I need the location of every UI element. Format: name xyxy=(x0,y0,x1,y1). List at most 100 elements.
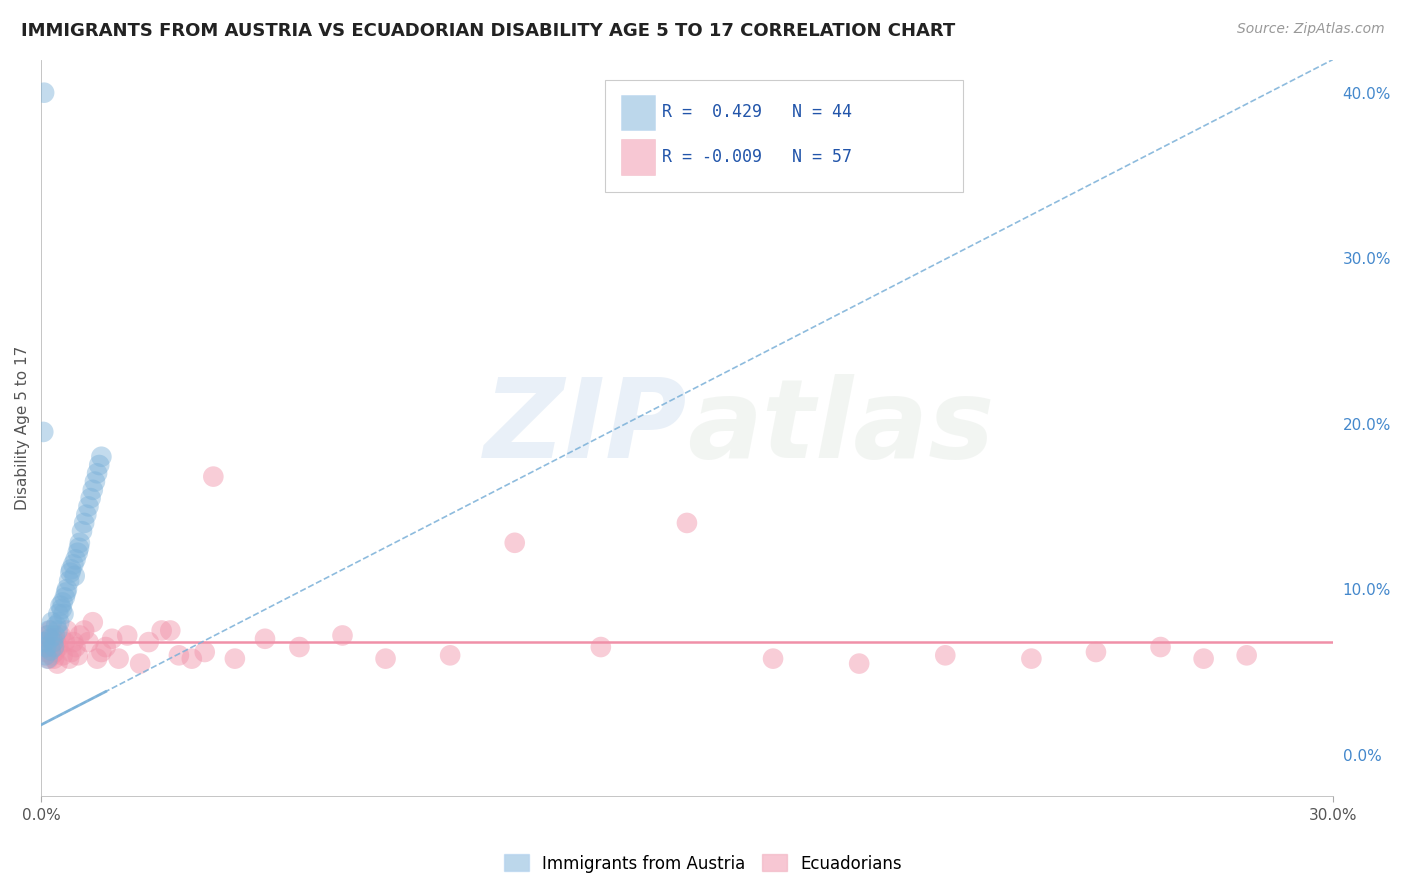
Point xyxy=(42,632,65,646)
Point xyxy=(253,632,276,646)
Point xyxy=(194,645,217,659)
Point xyxy=(32,425,55,439)
Point xyxy=(52,595,75,609)
Point xyxy=(62,635,84,649)
Point xyxy=(59,566,82,580)
Point xyxy=(42,640,65,654)
Point xyxy=(41,615,63,630)
Point xyxy=(42,651,65,665)
Point xyxy=(848,657,870,671)
Legend: Immigrants from Austria, Ecuadorians: Immigrants from Austria, Ecuadorians xyxy=(498,847,908,880)
Point xyxy=(58,574,80,588)
Point xyxy=(77,635,100,649)
Point xyxy=(89,458,111,472)
Point xyxy=(90,645,112,659)
Point xyxy=(67,541,90,555)
Point xyxy=(53,635,76,649)
Point xyxy=(77,500,100,514)
Point xyxy=(39,643,62,657)
Point xyxy=(288,640,311,654)
Point xyxy=(32,86,55,100)
Point xyxy=(35,640,58,654)
Point xyxy=(159,624,181,638)
Point xyxy=(1021,651,1043,665)
Point xyxy=(180,651,202,665)
Point xyxy=(38,640,60,654)
Point xyxy=(60,645,83,659)
Point xyxy=(34,645,56,659)
Point xyxy=(167,648,190,663)
Point xyxy=(503,536,526,550)
Point xyxy=(439,648,461,663)
Y-axis label: Disability Age 5 to 17: Disability Age 5 to 17 xyxy=(15,346,30,510)
Point xyxy=(34,635,56,649)
Point xyxy=(58,651,80,665)
Text: ZIP: ZIP xyxy=(484,375,688,482)
Point xyxy=(73,516,96,530)
Point xyxy=(84,475,107,489)
Text: R = -0.009   N = 57: R = -0.009 N = 57 xyxy=(662,148,852,166)
Point xyxy=(1149,640,1171,654)
Point xyxy=(56,582,79,596)
Text: IMMIGRANTS FROM AUSTRIA VS ECUADORIAN DISABILITY AGE 5 TO 17 CORRELATION CHART: IMMIGRANTS FROM AUSTRIA VS ECUADORIAN DI… xyxy=(21,22,955,40)
Point xyxy=(934,648,956,663)
Point xyxy=(69,628,91,642)
Point xyxy=(46,607,69,621)
Point xyxy=(34,635,56,649)
Text: Source: ZipAtlas.com: Source: ZipAtlas.com xyxy=(1237,22,1385,37)
Point xyxy=(115,628,138,642)
Point xyxy=(75,508,97,522)
Point xyxy=(60,562,83,576)
Point xyxy=(46,640,69,654)
Point xyxy=(38,651,60,665)
Point xyxy=(65,640,87,654)
Point xyxy=(82,483,104,497)
Point xyxy=(37,628,59,642)
Point xyxy=(48,615,70,630)
Point xyxy=(224,651,246,665)
Point xyxy=(138,635,160,649)
Point xyxy=(101,632,124,646)
Point xyxy=(82,615,104,630)
Point xyxy=(45,635,67,649)
Point xyxy=(52,607,75,621)
Point xyxy=(42,635,65,649)
Point xyxy=(49,628,72,642)
Point xyxy=(374,651,396,665)
Point xyxy=(762,651,785,665)
Point xyxy=(86,467,108,481)
Point xyxy=(49,599,72,613)
Point xyxy=(52,648,75,663)
Point xyxy=(202,469,225,483)
Point xyxy=(90,450,112,464)
Point xyxy=(129,657,152,671)
Point xyxy=(55,585,77,599)
Point xyxy=(69,536,91,550)
Point xyxy=(66,648,89,663)
Point xyxy=(46,624,69,638)
Point xyxy=(676,516,699,530)
Point xyxy=(1192,651,1215,665)
Point xyxy=(66,546,89,560)
Point xyxy=(79,491,101,505)
Point xyxy=(41,648,63,663)
Point xyxy=(150,624,173,638)
Point xyxy=(73,624,96,638)
Point xyxy=(45,618,67,632)
Point xyxy=(51,602,73,616)
Point xyxy=(94,640,117,654)
Point xyxy=(34,648,56,663)
Point xyxy=(37,628,59,642)
Text: atlas: atlas xyxy=(688,375,994,482)
Point xyxy=(56,624,79,638)
Point xyxy=(332,628,354,642)
Point xyxy=(46,657,69,671)
Point xyxy=(63,569,86,583)
Point xyxy=(86,651,108,665)
Point xyxy=(39,624,62,638)
Point xyxy=(38,624,60,638)
Point xyxy=(44,645,66,659)
Point xyxy=(37,651,59,665)
Point xyxy=(107,651,129,665)
Point xyxy=(53,591,76,605)
